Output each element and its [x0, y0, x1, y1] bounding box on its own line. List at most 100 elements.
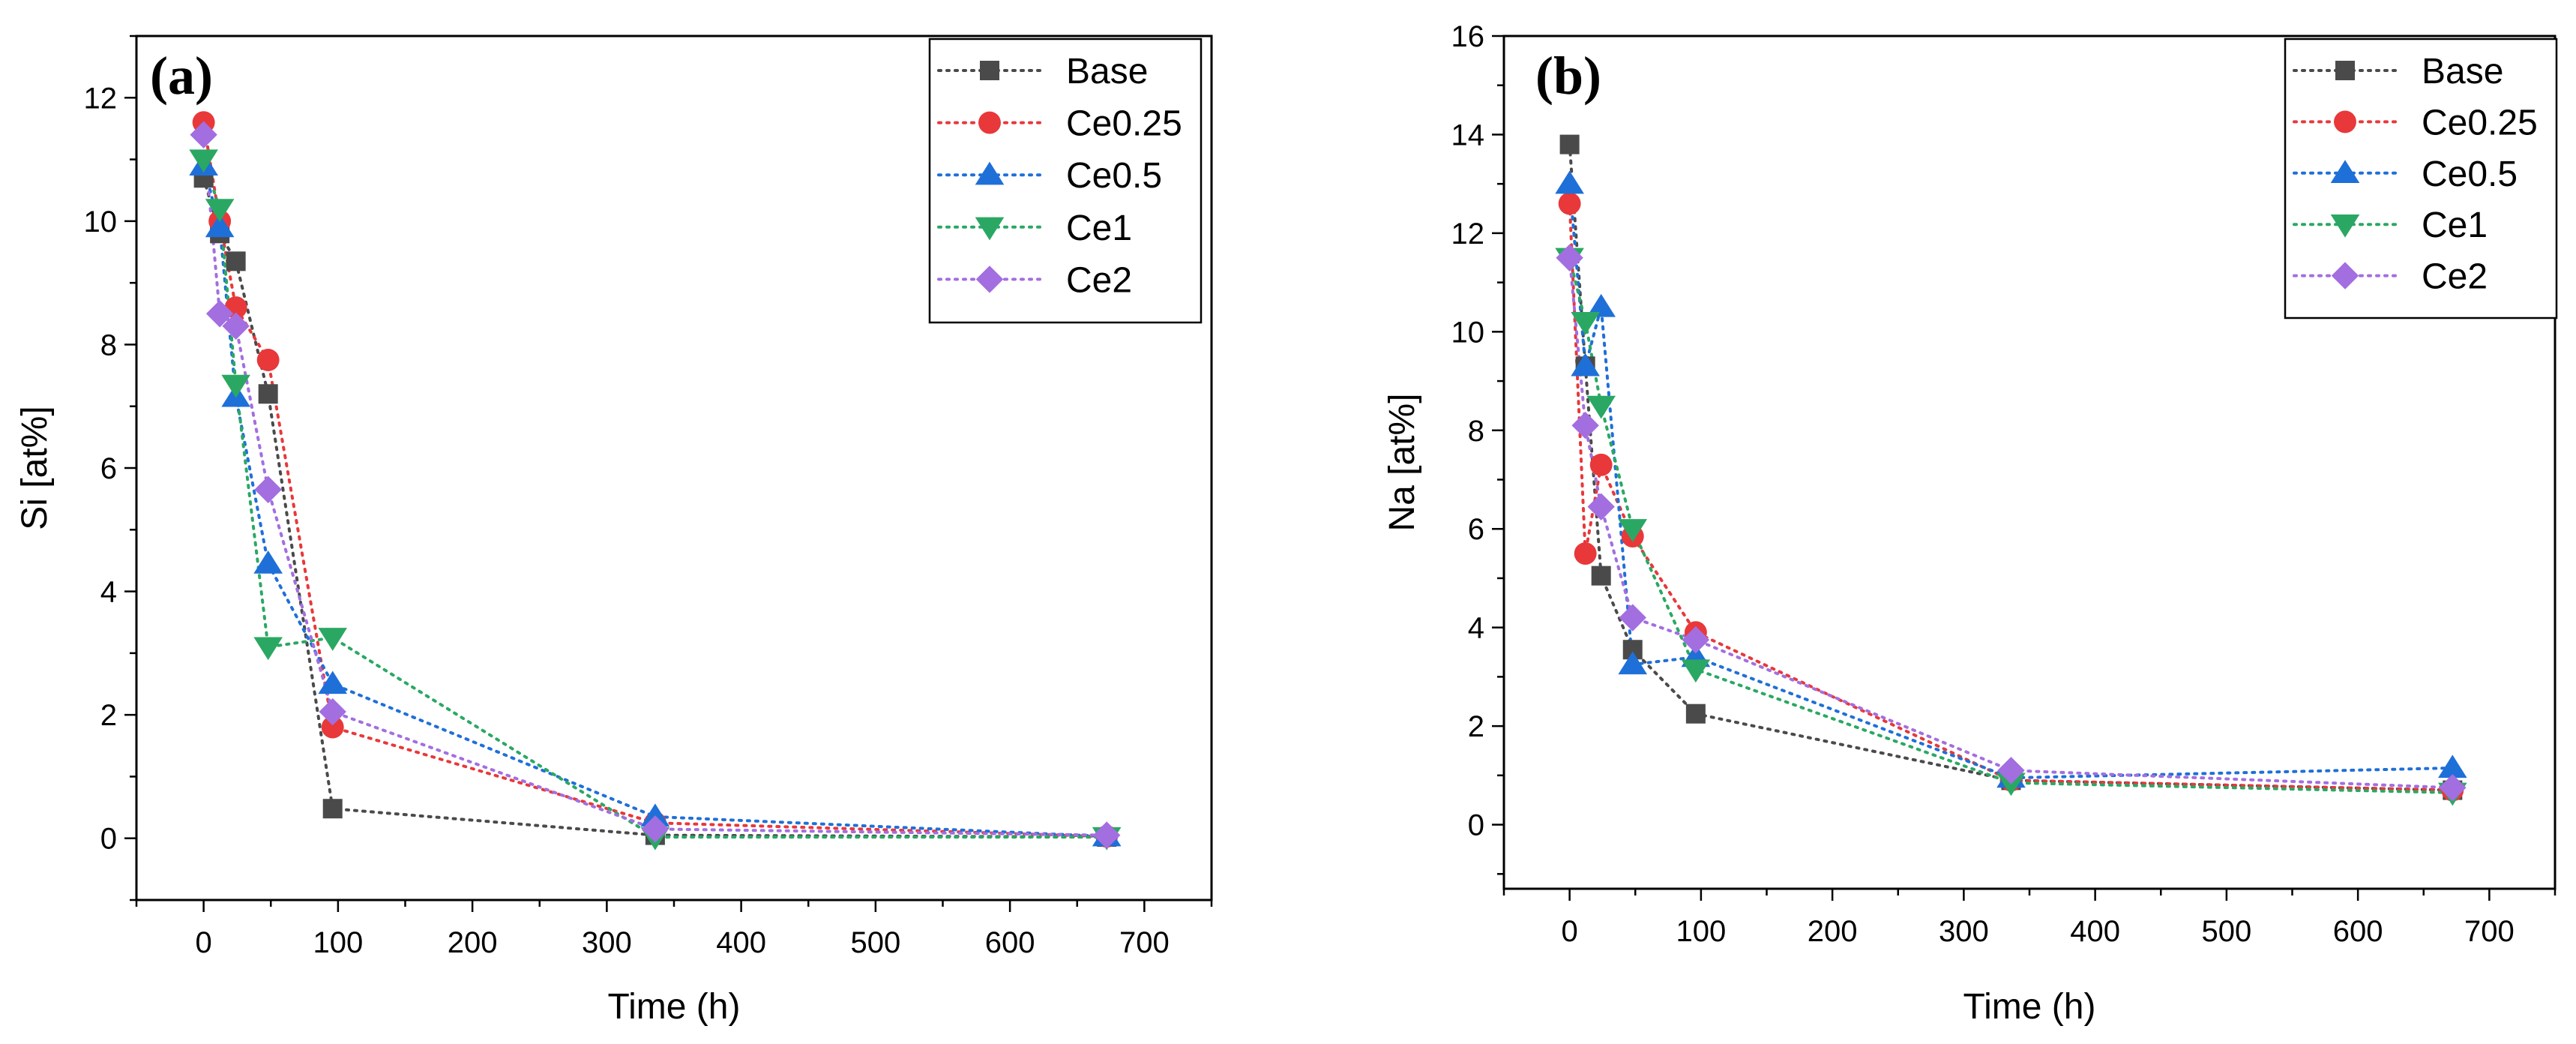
- legend-marker-ce025: [2334, 110, 2356, 134]
- y-tick-label: 6: [1468, 513, 1484, 546]
- data-point-ce05: [318, 670, 348, 694]
- data-point-ce2: [1682, 626, 1710, 654]
- data-point-ce05: [1618, 651, 1648, 675]
- legend-marker-base: [2335, 61, 2355, 80]
- legend-box: [928, 38, 1203, 324]
- legend-marker-ce05: [975, 161, 1005, 185]
- data-point-ce025: [1574, 542, 1597, 566]
- data-point-ce025: [321, 716, 344, 739]
- x-tick-label: 600: [2333, 915, 2383, 948]
- y-tick-label: 4: [1468, 612, 1484, 645]
- x-tick-label: 200: [1808, 915, 1858, 948]
- y-tick-label: 14: [1451, 118, 1485, 152]
- data-point-ce025: [1589, 453, 1613, 476]
- data-point-base: [258, 384, 278, 404]
- x-tick-label: 400: [2070, 915, 2120, 948]
- legend-label-ce025: Ce0.25: [1066, 104, 1182, 144]
- legend-label-ce05: Ce0.5: [1066, 156, 1162, 196]
- x-tick-label: 400: [716, 926, 766, 959]
- data-point-ce05: [1571, 352, 1600, 376]
- legend-label-ce05: Ce0.5: [2422, 154, 2518, 194]
- y-tick-label: 12: [84, 82, 118, 115]
- data-point-ce05: [640, 803, 670, 827]
- data-point-ce1: [253, 637, 283, 661]
- x-axis-label: Time (h): [1963, 987, 2096, 1027]
- data-point-ce2: [641, 815, 669, 843]
- legend-marker-ce1: [975, 217, 1005, 241]
- x-tick-label: 700: [1119, 926, 1170, 959]
- x-tick-label: 500: [851, 926, 901, 959]
- legend-label-ce1: Ce1: [1066, 208, 1132, 248]
- x-tick-label: 0: [196, 926, 212, 959]
- y-tick-label: 0: [1468, 809, 1484, 842]
- data-point-ce2: [1092, 821, 1121, 849]
- y-tick-label: 6: [100, 452, 117, 485]
- y-tick-label: 12: [1451, 218, 1485, 250]
- y-tick-label: 8: [1468, 415, 1484, 448]
- legend-label-ce2: Ce2: [1066, 260, 1132, 300]
- x-tick-label: 300: [1939, 915, 1989, 948]
- data-point-ce1: [205, 199, 235, 222]
- data-point-ce1: [318, 628, 348, 651]
- x-tick-label: 700: [2464, 915, 2515, 948]
- y-tick-label: 2: [100, 699, 117, 732]
- y-tick-label: 10: [1451, 316, 1485, 349]
- legend-label-ce025: Ce0.25: [2422, 103, 2538, 142]
- x-tick-label: 100: [313, 926, 364, 959]
- data-point-ce2: [205, 300, 234, 328]
- data-point-ce2: [1997, 757, 2025, 784]
- legend-marker-ce1: [2330, 214, 2360, 238]
- data-point-base: [322, 799, 343, 819]
- data-point-ce05: [253, 550, 283, 574]
- legend-marker-ce2: [2331, 262, 2359, 290]
- data-point-ce1: [1996, 772, 2026, 796]
- legend-marker-ce05: [2330, 160, 2360, 183]
- data-point-base: [1591, 566, 1611, 586]
- panel-label: (b): [1535, 46, 1601, 106]
- legend-marker-base: [980, 61, 999, 80]
- legend-marker-ce025: [978, 111, 1001, 134]
- data-point-ce2: [1571, 412, 1599, 440]
- data-point-ce2: [254, 476, 282, 503]
- data-point-base: [1685, 704, 1706, 724]
- x-tick-label: 500: [2202, 915, 2252, 948]
- data-point-ce025: [256, 349, 280, 371]
- legend-label-base: Base: [2422, 52, 2503, 92]
- y-tick-label: 0: [100, 823, 117, 856]
- data-point-ce1: [189, 149, 218, 173]
- x-axis-label: Time (h): [608, 987, 741, 1027]
- x-tick-label: 100: [1676, 915, 1727, 948]
- y-tick-label: 10: [84, 206, 118, 238]
- legend-marker-ce2: [975, 266, 1004, 293]
- data-point-ce2: [190, 121, 217, 148]
- legend-box: [2284, 38, 2558, 320]
- data-point-ce025: [1558, 192, 1581, 215]
- x-tick-label: 0: [1562, 915, 1578, 948]
- data-point-base: [1559, 134, 1580, 154]
- legend-label-ce1: Ce1: [2422, 206, 2488, 245]
- data-point-ce05: [1586, 293, 1616, 317]
- data-point-ce05: [1555, 170, 1584, 194]
- panel-a: 0 100 200 300 400 500 600 700 0 2 4 6 8 10 12 Time (h) S…: [15, 34, 1213, 1027]
- legend-label-ce2: Ce2: [2422, 257, 2488, 297]
- data-point-ce2: [222, 312, 250, 340]
- data-point-base: [226, 251, 246, 272]
- x-tick-label: 600: [985, 926, 1035, 959]
- y-axis-label: Si [at%]: [15, 406, 55, 530]
- data-point-ce2: [319, 698, 346, 726]
- x-tick-label: 200: [448, 926, 498, 959]
- data-point-ce2: [1587, 493, 1615, 520]
- y-axis-label: Na [at%]: [1382, 393, 1422, 531]
- data-point-ce1: [1618, 519, 1648, 542]
- y-tick-label: 2: [1468, 710, 1484, 743]
- data-point-ce2: [1619, 604, 1646, 632]
- data-point-ce1: [221, 374, 250, 398]
- panel-label: (a): [150, 46, 213, 106]
- data-point-ce05: [205, 214, 235, 238]
- x-tick-label: 300: [582, 926, 632, 959]
- data-point-ce2: [2439, 774, 2467, 802]
- data-point-ce2: [1556, 244, 1583, 272]
- legend-label-base: Base: [1066, 52, 1148, 92]
